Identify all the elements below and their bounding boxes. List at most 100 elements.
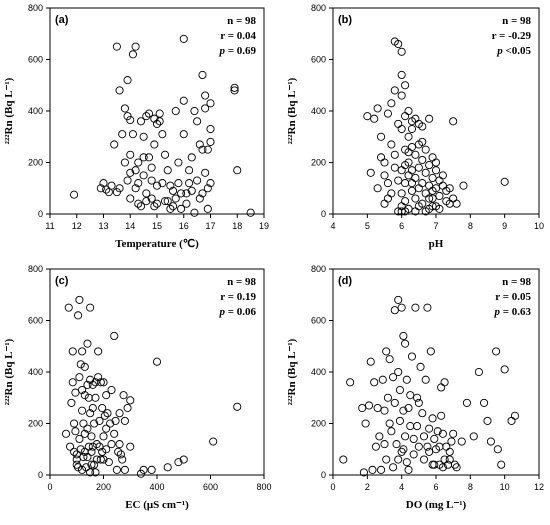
data-point bbox=[366, 357, 375, 366]
data-point bbox=[445, 455, 454, 464]
data-point bbox=[179, 130, 188, 139]
data-point bbox=[469, 432, 478, 441]
x-tick-label: 600 bbox=[203, 482, 218, 492]
data-point bbox=[163, 166, 172, 175]
data-point bbox=[377, 132, 386, 141]
data-point bbox=[370, 114, 379, 123]
data-point bbox=[397, 207, 406, 216]
data-point bbox=[414, 442, 423, 451]
data-point bbox=[139, 465, 148, 474]
data-point bbox=[95, 442, 104, 451]
stat-line: r = -0.29 bbox=[492, 30, 532, 42]
data-point bbox=[449, 194, 458, 203]
data-point bbox=[394, 367, 403, 377]
data-point bbox=[115, 409, 124, 418]
data-point bbox=[68, 347, 77, 356]
x-tick-label: 6 bbox=[433, 482, 438, 492]
data-point bbox=[92, 440, 101, 449]
data-point bbox=[171, 194, 180, 203]
data-point bbox=[428, 202, 437, 211]
data-point bbox=[230, 86, 239, 95]
data-point bbox=[110, 140, 119, 149]
data-point bbox=[96, 184, 105, 193]
data-point bbox=[75, 295, 84, 304]
data-point bbox=[358, 403, 367, 413]
data-point bbox=[409, 450, 418, 459]
panel-label: (c) bbox=[55, 275, 69, 287]
data-point bbox=[74, 463, 83, 472]
data-point bbox=[182, 199, 191, 208]
data-point bbox=[94, 373, 103, 382]
data-point bbox=[387, 427, 396, 436]
data-point bbox=[150, 114, 159, 123]
y-tick-label: 400 bbox=[311, 367, 326, 377]
data-point bbox=[407, 352, 417, 361]
data-point bbox=[158, 130, 167, 139]
data-point bbox=[437, 383, 446, 392]
data-point bbox=[497, 460, 506, 469]
data-point bbox=[385, 419, 394, 428]
data-point bbox=[507, 416, 516, 425]
data-point bbox=[68, 378, 77, 387]
x-tick-label: 4 bbox=[330, 221, 335, 231]
stat-line: p = 0.69 bbox=[218, 45, 256, 57]
data-point bbox=[373, 184, 382, 193]
data-point bbox=[158, 179, 167, 188]
y-axis-title: ²²²Rn (Bq L⁻¹) bbox=[286, 338, 298, 405]
x-tick-label: 8 bbox=[468, 482, 473, 492]
data-point bbox=[120, 465, 129, 474]
data-point bbox=[430, 434, 439, 444]
stat-line: r = 0.19 bbox=[220, 291, 256, 303]
data-point bbox=[421, 189, 430, 198]
data-point bbox=[246, 208, 255, 217]
data-point bbox=[401, 197, 410, 206]
data-point bbox=[136, 202, 145, 211]
data-point bbox=[409, 434, 418, 444]
x-tick-label: 18 bbox=[232, 221, 242, 231]
data-point bbox=[421, 168, 430, 177]
data-point bbox=[500, 177, 509, 186]
data-point bbox=[397, 91, 406, 100]
x-tick-label: 0 bbox=[47, 482, 52, 492]
y-tick-label: 600 bbox=[28, 55, 43, 65]
y-tick-label: 800 bbox=[311, 3, 326, 13]
data-point bbox=[421, 145, 430, 154]
data-point bbox=[96, 378, 105, 387]
data-point bbox=[418, 179, 427, 188]
data-point bbox=[371, 442, 380, 451]
data-point bbox=[193, 176, 202, 185]
data-point bbox=[407, 166, 417, 175]
data-point bbox=[179, 34, 188, 43]
data-point bbox=[428, 173, 437, 182]
data-point bbox=[435, 442, 444, 451]
stat-line: r = 0.05 bbox=[495, 291, 531, 303]
data-point bbox=[397, 447, 406, 456]
data-point bbox=[428, 153, 437, 162]
x-axis-title: Temperature (℃) bbox=[115, 238, 199, 250]
data-point bbox=[339, 455, 348, 464]
data-point bbox=[166, 204, 175, 213]
data-point bbox=[88, 403, 97, 413]
data-point bbox=[361, 419, 370, 428]
data-point bbox=[389, 463, 398, 472]
data-point bbox=[382, 455, 391, 464]
data-point bbox=[440, 455, 449, 464]
data-point bbox=[394, 295, 403, 304]
data-point bbox=[414, 202, 423, 211]
data-point bbox=[115, 184, 124, 193]
data-point bbox=[80, 362, 89, 371]
data-point bbox=[401, 179, 410, 188]
data-point bbox=[425, 447, 434, 456]
panel-label: (a) bbox=[55, 14, 69, 26]
data-point bbox=[447, 437, 456, 446]
data-point bbox=[102, 185, 111, 194]
data-point bbox=[126, 115, 135, 125]
data-point bbox=[126, 194, 135, 203]
data-point bbox=[99, 432, 108, 441]
data-point bbox=[114, 447, 123, 456]
data-point bbox=[174, 458, 183, 467]
data-point bbox=[383, 393, 392, 402]
data-point bbox=[78, 347, 87, 356]
data-point bbox=[428, 460, 437, 469]
data-point bbox=[76, 445, 85, 454]
